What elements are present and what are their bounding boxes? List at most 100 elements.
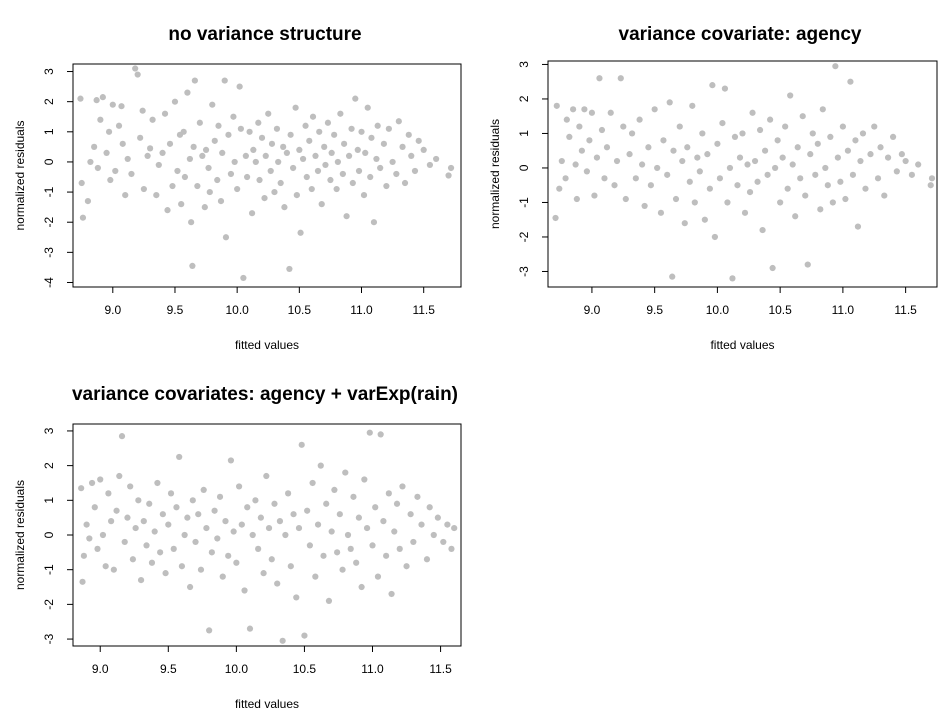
data-point: [192, 538, 199, 546]
data-point: [217, 198, 225, 205]
data-point: [94, 545, 101, 552]
data-point: [854, 223, 862, 230]
data-point: [399, 483, 406, 490]
data-point: [374, 122, 381, 129]
data-point: [320, 552, 327, 559]
data-point: [620, 123, 627, 130]
data-point: [219, 573, 226, 580]
y-tick-label: -1: [517, 197, 531, 208]
data-point: [636, 116, 643, 123]
data-point: [358, 128, 365, 135]
y-axis-label: normalized residuals: [13, 120, 27, 230]
data-point: [591, 192, 598, 199]
data-point: [258, 134, 266, 141]
data-point: [719, 120, 726, 127]
data-point: [369, 542, 376, 549]
data-point: [405, 131, 412, 138]
data-point: [137, 134, 144, 141]
data-point: [349, 179, 356, 187]
y-tick-label: 3: [42, 68, 56, 75]
x-tick-label: 9.5: [646, 303, 663, 317]
data-point: [306, 542, 313, 549]
data-point: [105, 128, 113, 135]
data-point: [566, 133, 573, 141]
data-point: [186, 583, 194, 591]
data-point: [355, 167, 363, 175]
data-point: [676, 123, 683, 130]
data-point: [355, 514, 362, 521]
data-point: [170, 545, 177, 552]
data-point: [257, 514, 264, 521]
data-point: [255, 545, 262, 552]
data-point: [342, 469, 349, 476]
data-point: [99, 531, 107, 539]
data-point: [241, 587, 248, 594]
data-point: [696, 168, 703, 175]
y-tick-label: -3: [42, 247, 56, 258]
data-point: [314, 167, 322, 175]
data-point: [322, 161, 329, 169]
data-point: [116, 472, 123, 480]
data-point: [293, 191, 300, 199]
data-point: [736, 154, 744, 161]
data-point: [181, 173, 189, 181]
data-point: [97, 116, 104, 123]
data-point: [842, 195, 849, 203]
data-point: [874, 175, 882, 182]
x-axis: 9.0 9.5 10.0 10.5 11.0 11.5: [92, 646, 452, 676]
data-point: [327, 176, 334, 184]
data-point: [654, 164, 661, 172]
data-point: [237, 125, 244, 132]
data-point: [292, 104, 299, 111]
data-point: [91, 504, 98, 511]
data-point: [333, 185, 340, 193]
data-point: [312, 573, 319, 580]
data-point: [189, 497, 196, 504]
data-point: [731, 133, 739, 141]
data-point: [206, 627, 213, 634]
data-point: [184, 514, 191, 521]
data-point: [445, 172, 452, 179]
data-point: [194, 182, 201, 190]
data-point: [447, 164, 455, 172]
data-point: [756, 126, 764, 134]
data-point: [645, 144, 652, 151]
data-point: [448, 545, 455, 552]
data-point: [246, 625, 254, 632]
data-point: [358, 583, 365, 591]
data-point: [889, 133, 897, 141]
data-point: [343, 213, 350, 220]
data-point: [174, 167, 181, 175]
data-point: [144, 152, 151, 160]
data-point: [370, 219, 378, 226]
y-tick-label: -2: [517, 231, 531, 242]
data-point: [309, 113, 317, 120]
data-point: [200, 486, 207, 494]
data-point: [151, 528, 158, 535]
data-point: [632, 175, 639, 182]
x-tick-label: 10.5: [293, 662, 317, 676]
data-point: [799, 113, 806, 120]
data-point: [252, 158, 259, 166]
data-point: [558, 157, 565, 165]
data-point: [186, 155, 193, 163]
data-point: [711, 233, 718, 241]
data-point: [103, 149, 110, 156]
data-point: [751, 157, 759, 165]
data-point: [562, 175, 569, 182]
data-point: [388, 590, 395, 598]
data-point: [79, 578, 86, 585]
data-point: [607, 109, 614, 116]
data-point: [318, 201, 325, 208]
data-point: [410, 538, 417, 546]
data-point: [211, 507, 218, 514]
data-point: [628, 130, 636, 137]
data-point: [137, 576, 145, 584]
data-point: [80, 552, 87, 559]
x-tick-label: 11.0: [350, 303, 373, 317]
data-point: [374, 573, 382, 580]
y-tick-label: 1: [517, 130, 531, 137]
data-point: [302, 122, 309, 129]
data-point: [249, 531, 256, 539]
